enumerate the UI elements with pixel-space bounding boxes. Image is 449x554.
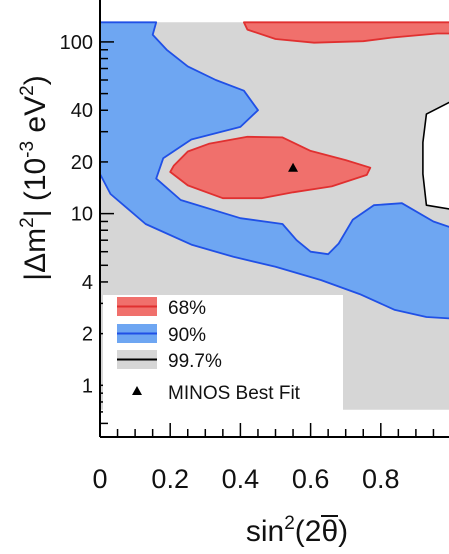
y-tick-label: 20 [71, 152, 93, 174]
legend: 68% 90% 99.7% MINOS Best Fit [103, 295, 343, 413]
y-tick-label: 100 [60, 32, 93, 54]
legend-item-997: 99.7% [117, 350, 222, 372]
legend-label-68: 68% [168, 298, 206, 319]
best-fit-marker [288, 162, 299, 172]
y-axis-title: |Δm2| (10-3 eV2) [17, 75, 52, 280]
contour-997-inner-boundary-1 [422, 101, 449, 210]
svg-text:sin2(2θ): sin2(2θ) [246, 513, 348, 548]
x-tick-label: 0 [92, 464, 107, 494]
y-tick-label: 2 [82, 324, 93, 346]
x-tick-label: 0.6 [292, 464, 330, 494]
svg-text:|Δm2| (10-3 eV2): |Δm2| (10-3 eV2) [17, 75, 52, 280]
y-tick-label: 1 [82, 375, 93, 397]
legend-label-90: 90% [168, 325, 206, 346]
x-tick-label: 0.4 [222, 464, 260, 494]
contour-68-region-4 [169, 135, 372, 200]
y-tick-label: 40 [71, 100, 93, 122]
tick-labels: 0 0.2 0.4 0.6 0.8 1 2 4 10 20 40 100 [60, 32, 400, 494]
legend-label-997: 99.7% [168, 351, 222, 372]
legend-label-best-fit: MINOS Best Fit [168, 383, 301, 404]
legend-item-68: 68% [117, 297, 206, 319]
x-axis-title: sin2(2θ) [246, 513, 348, 548]
y-tick-label: 10 [71, 204, 93, 226]
contour-68-region-3 [242, 21, 449, 44]
y-tick-label: 4 [82, 272, 93, 294]
legend-item-90: 90% [117, 324, 206, 346]
x-tick-label: 0.2 [151, 464, 189, 494]
x-tick-label: 0.8 [362, 464, 400, 494]
legend-item-best-fit: MINOS Best Fit [132, 383, 301, 404]
contour-90-region-2 [100, 21, 449, 320]
legend-triangle-marker [132, 386, 142, 395]
